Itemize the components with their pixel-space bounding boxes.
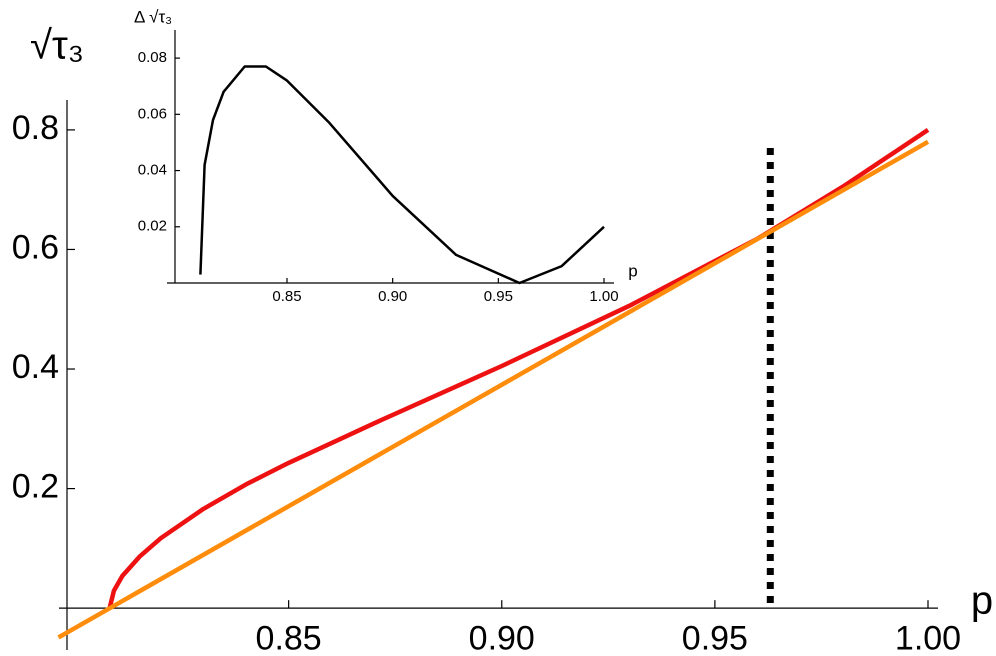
x-axis-label: p — [628, 261, 637, 280]
x-tick-label: 0.90 — [469, 619, 535, 656]
y-tick-label: 0.06 — [138, 105, 167, 122]
y-tick-label: 0.08 — [138, 49, 167, 66]
x-axis-label: p — [971, 579, 993, 623]
y-tick-label: 0.04 — [138, 162, 167, 179]
plot: 0.85 0.90 0.95 1.00 0.2 0.4 0.6 0.8 p √τ₃ — [12, 24, 993, 656]
series-line — [199, 65, 605, 285]
x-tick-label: 0.90 — [378, 288, 407, 305]
y-tick-label: 0.4 — [12, 348, 59, 386]
y-tick-label: 0.2 — [12, 468, 59, 506]
x-tick-label: 1.00 — [589, 288, 618, 305]
x-tick-label: 0.95 — [682, 619, 748, 656]
x-tick-label: 0.95 — [484, 288, 513, 305]
y-tick-label: 0.02 — [138, 218, 167, 235]
y-axis-label: Δ √τ₃ — [134, 7, 172, 26]
x-tick-label: 1.00 — [895, 619, 961, 656]
x-tick-label: 0.85 — [272, 288, 301, 305]
x-tick-label: 0.85 — [256, 619, 322, 656]
y-tick-label: 0.8 — [12, 109, 59, 147]
series-line — [57, 139, 930, 640]
y-axis-label: √τ₃ — [30, 24, 84, 68]
y-tick-label: 0.6 — [12, 228, 59, 266]
plot: 0.85 0.90 0.95 1.00 0.02 0.04 0.06 0.08 p Δ √τ₃ — [134, 7, 638, 305]
